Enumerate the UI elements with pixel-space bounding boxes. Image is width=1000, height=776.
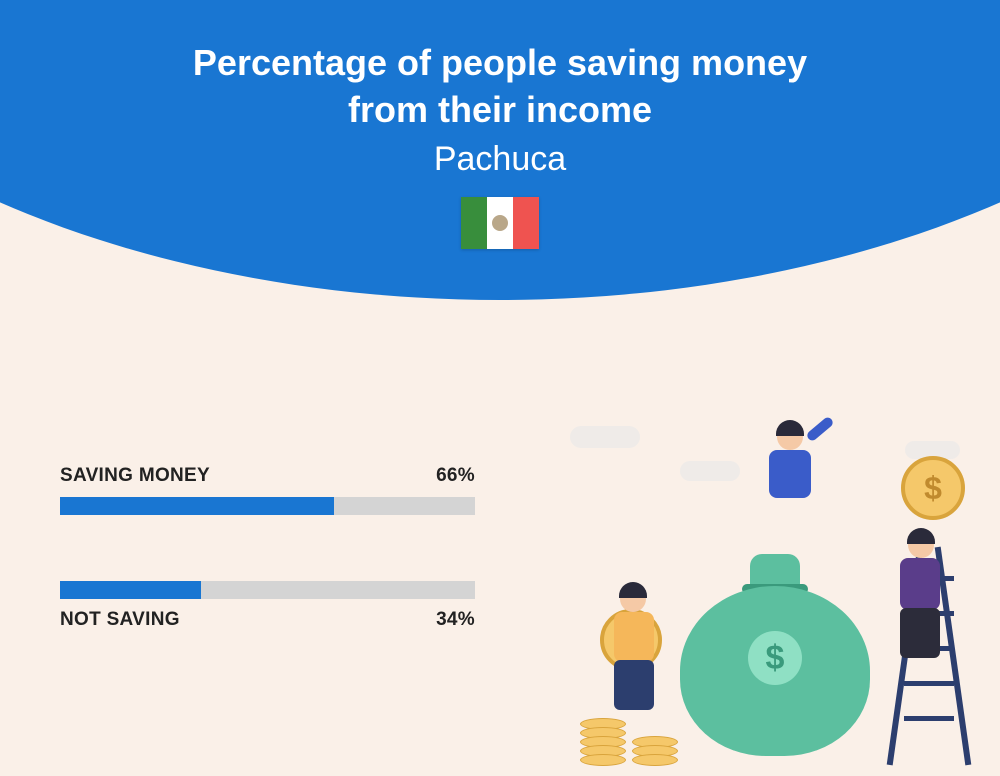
savings-illustration: $ $ $ bbox=[550, 416, 1000, 776]
bar-value: 66% bbox=[436, 465, 475, 487]
flag-stripe-green bbox=[461, 197, 487, 249]
cloud-icon bbox=[680, 461, 740, 481]
mexico-flag-icon bbox=[461, 197, 539, 249]
person-left-icon bbox=[590, 576, 670, 716]
bar-fill bbox=[60, 497, 334, 515]
coin-stack-icon bbox=[580, 721, 626, 766]
bar-label: NOT SAVING bbox=[60, 609, 180, 631]
bar-labels: SAVING MONEY 66% bbox=[60, 465, 475, 487]
bar-label: SAVING MONEY bbox=[60, 465, 210, 487]
bar-track bbox=[60, 581, 475, 599]
bar-saving-money: SAVING MONEY 66% bbox=[60, 465, 475, 515]
person-right-icon bbox=[890, 526, 970, 676]
subtitle: Pachuca bbox=[0, 140, 1000, 179]
flag-stripe-white bbox=[487, 197, 513, 249]
money-bag-icon: $ bbox=[680, 536, 870, 756]
flag-emblem-icon bbox=[492, 215, 508, 231]
coin-stack-icon bbox=[632, 739, 678, 766]
title-line-1: Percentage of people saving money bbox=[0, 40, 1000, 87]
bars-section: SAVING MONEY 66% NOT SAVING 34% bbox=[60, 465, 475, 697]
title-line-2: from their income bbox=[0, 87, 1000, 134]
flag-stripe-red bbox=[513, 197, 539, 249]
person-top-icon bbox=[745, 416, 835, 546]
cloud-icon bbox=[570, 426, 640, 448]
bar-not-saving: NOT SAVING 34% bbox=[60, 581, 475, 631]
coin-icon: $ bbox=[901, 456, 965, 520]
header: Percentage of people saving money from t… bbox=[0, 40, 1000, 254]
bar-value: 34% bbox=[436, 609, 475, 631]
bar-track bbox=[60, 497, 475, 515]
bar-fill bbox=[60, 581, 201, 599]
bar-labels: NOT SAVING 34% bbox=[60, 609, 475, 631]
dollar-icon: $ bbox=[748, 631, 802, 685]
